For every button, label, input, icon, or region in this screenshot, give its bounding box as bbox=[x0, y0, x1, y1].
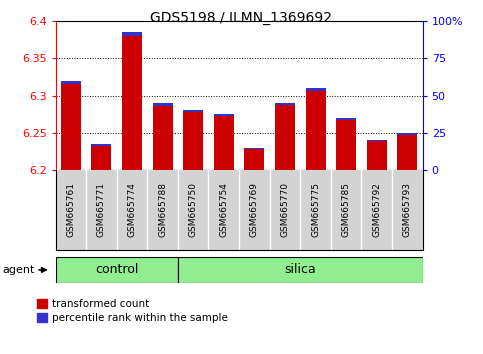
Bar bbox=[244, 148, 264, 170]
Bar bbox=[244, 148, 264, 149]
Bar bbox=[122, 33, 142, 170]
Bar bbox=[153, 103, 172, 170]
Bar bbox=[275, 103, 295, 170]
Bar bbox=[398, 133, 417, 135]
Bar bbox=[398, 133, 417, 170]
Text: GSM665774: GSM665774 bbox=[128, 182, 137, 237]
Bar bbox=[214, 114, 234, 170]
Bar bbox=[336, 118, 356, 170]
Text: GSM665770: GSM665770 bbox=[281, 182, 289, 237]
Text: GSM665793: GSM665793 bbox=[403, 182, 412, 237]
Bar bbox=[306, 88, 326, 170]
Bar bbox=[183, 110, 203, 112]
Text: GDS5198 / ILMN_1369692: GDS5198 / ILMN_1369692 bbox=[151, 11, 332, 25]
Bar bbox=[367, 140, 387, 170]
Bar bbox=[336, 118, 356, 120]
Bar bbox=[214, 114, 234, 116]
Text: agent: agent bbox=[2, 265, 35, 275]
Text: GSM665754: GSM665754 bbox=[219, 182, 228, 237]
Text: GSM665761: GSM665761 bbox=[66, 182, 75, 237]
Bar bbox=[91, 144, 112, 146]
Text: control: control bbox=[95, 263, 139, 276]
Bar bbox=[91, 144, 112, 170]
Bar bbox=[122, 33, 142, 36]
Bar bbox=[153, 103, 172, 106]
Text: GSM665775: GSM665775 bbox=[311, 182, 320, 237]
Text: GSM665792: GSM665792 bbox=[372, 182, 381, 237]
Text: GSM665750: GSM665750 bbox=[189, 182, 198, 237]
Bar bbox=[275, 103, 295, 104]
Bar bbox=[178, 257, 423, 283]
Bar bbox=[61, 81, 81, 170]
Bar bbox=[367, 140, 387, 141]
Text: GSM665785: GSM665785 bbox=[341, 182, 351, 237]
Text: GSM665788: GSM665788 bbox=[158, 182, 167, 237]
Text: silica: silica bbox=[284, 263, 316, 276]
Bar bbox=[61, 81, 81, 84]
Bar bbox=[56, 257, 178, 283]
Bar bbox=[183, 110, 203, 170]
Legend: transformed count, percentile rank within the sample: transformed count, percentile rank withi… bbox=[37, 299, 228, 323]
Text: GSM665771: GSM665771 bbox=[97, 182, 106, 237]
Text: GSM665769: GSM665769 bbox=[250, 182, 259, 237]
Bar bbox=[306, 88, 326, 91]
